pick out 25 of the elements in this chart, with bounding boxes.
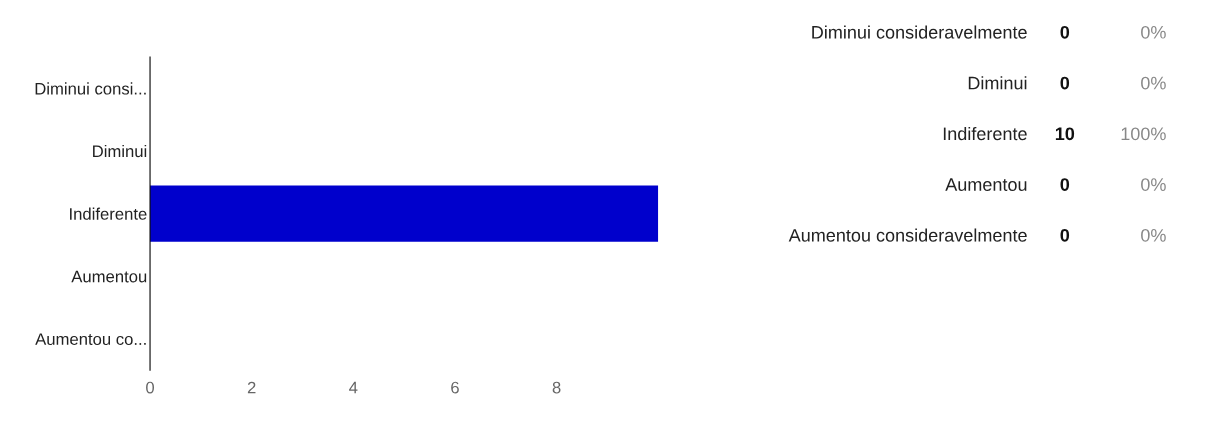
category-label: Aumentou (945, 178, 1027, 191)
data-label: 0 (1060, 76, 1070, 90)
category-label: Indiferente (943, 126, 1027, 141)
data-label: 0 (1060, 178, 1070, 191)
data-label: 10 (1055, 127, 1075, 141)
x-tick-label: 4 (349, 381, 358, 394)
data-label: 0 (1060, 25, 1070, 39)
data-label: 0 (1060, 228, 1070, 242)
category-label: Diminui consideravelmente (812, 25, 1027, 39)
y-tick-label: Diminui consi... (35, 82, 146, 95)
x-tick-label: 0 (146, 381, 155, 394)
y-tick-label: Aumentou co... (35, 333, 146, 346)
y-tick-label: Indiferente (70, 207, 147, 220)
y-tick-label: Aumentou (71, 270, 147, 283)
x-tick-label: 6 (451, 381, 459, 394)
text: 0% (1141, 76, 1166, 90)
x-tick-label: 2 (247, 381, 256, 394)
text: 0% (1141, 178, 1166, 191)
text: 0% (1141, 25, 1166, 39)
category-label: Diminui (968, 76, 1027, 90)
x-tick-label: 8 (552, 381, 561, 394)
text: 100% (1121, 127, 1166, 141)
category-label: Aumentou consideravelmente (788, 228, 1027, 242)
y-tick-label: Diminui (93, 144, 147, 158)
text: 0% (1141, 228, 1166, 242)
